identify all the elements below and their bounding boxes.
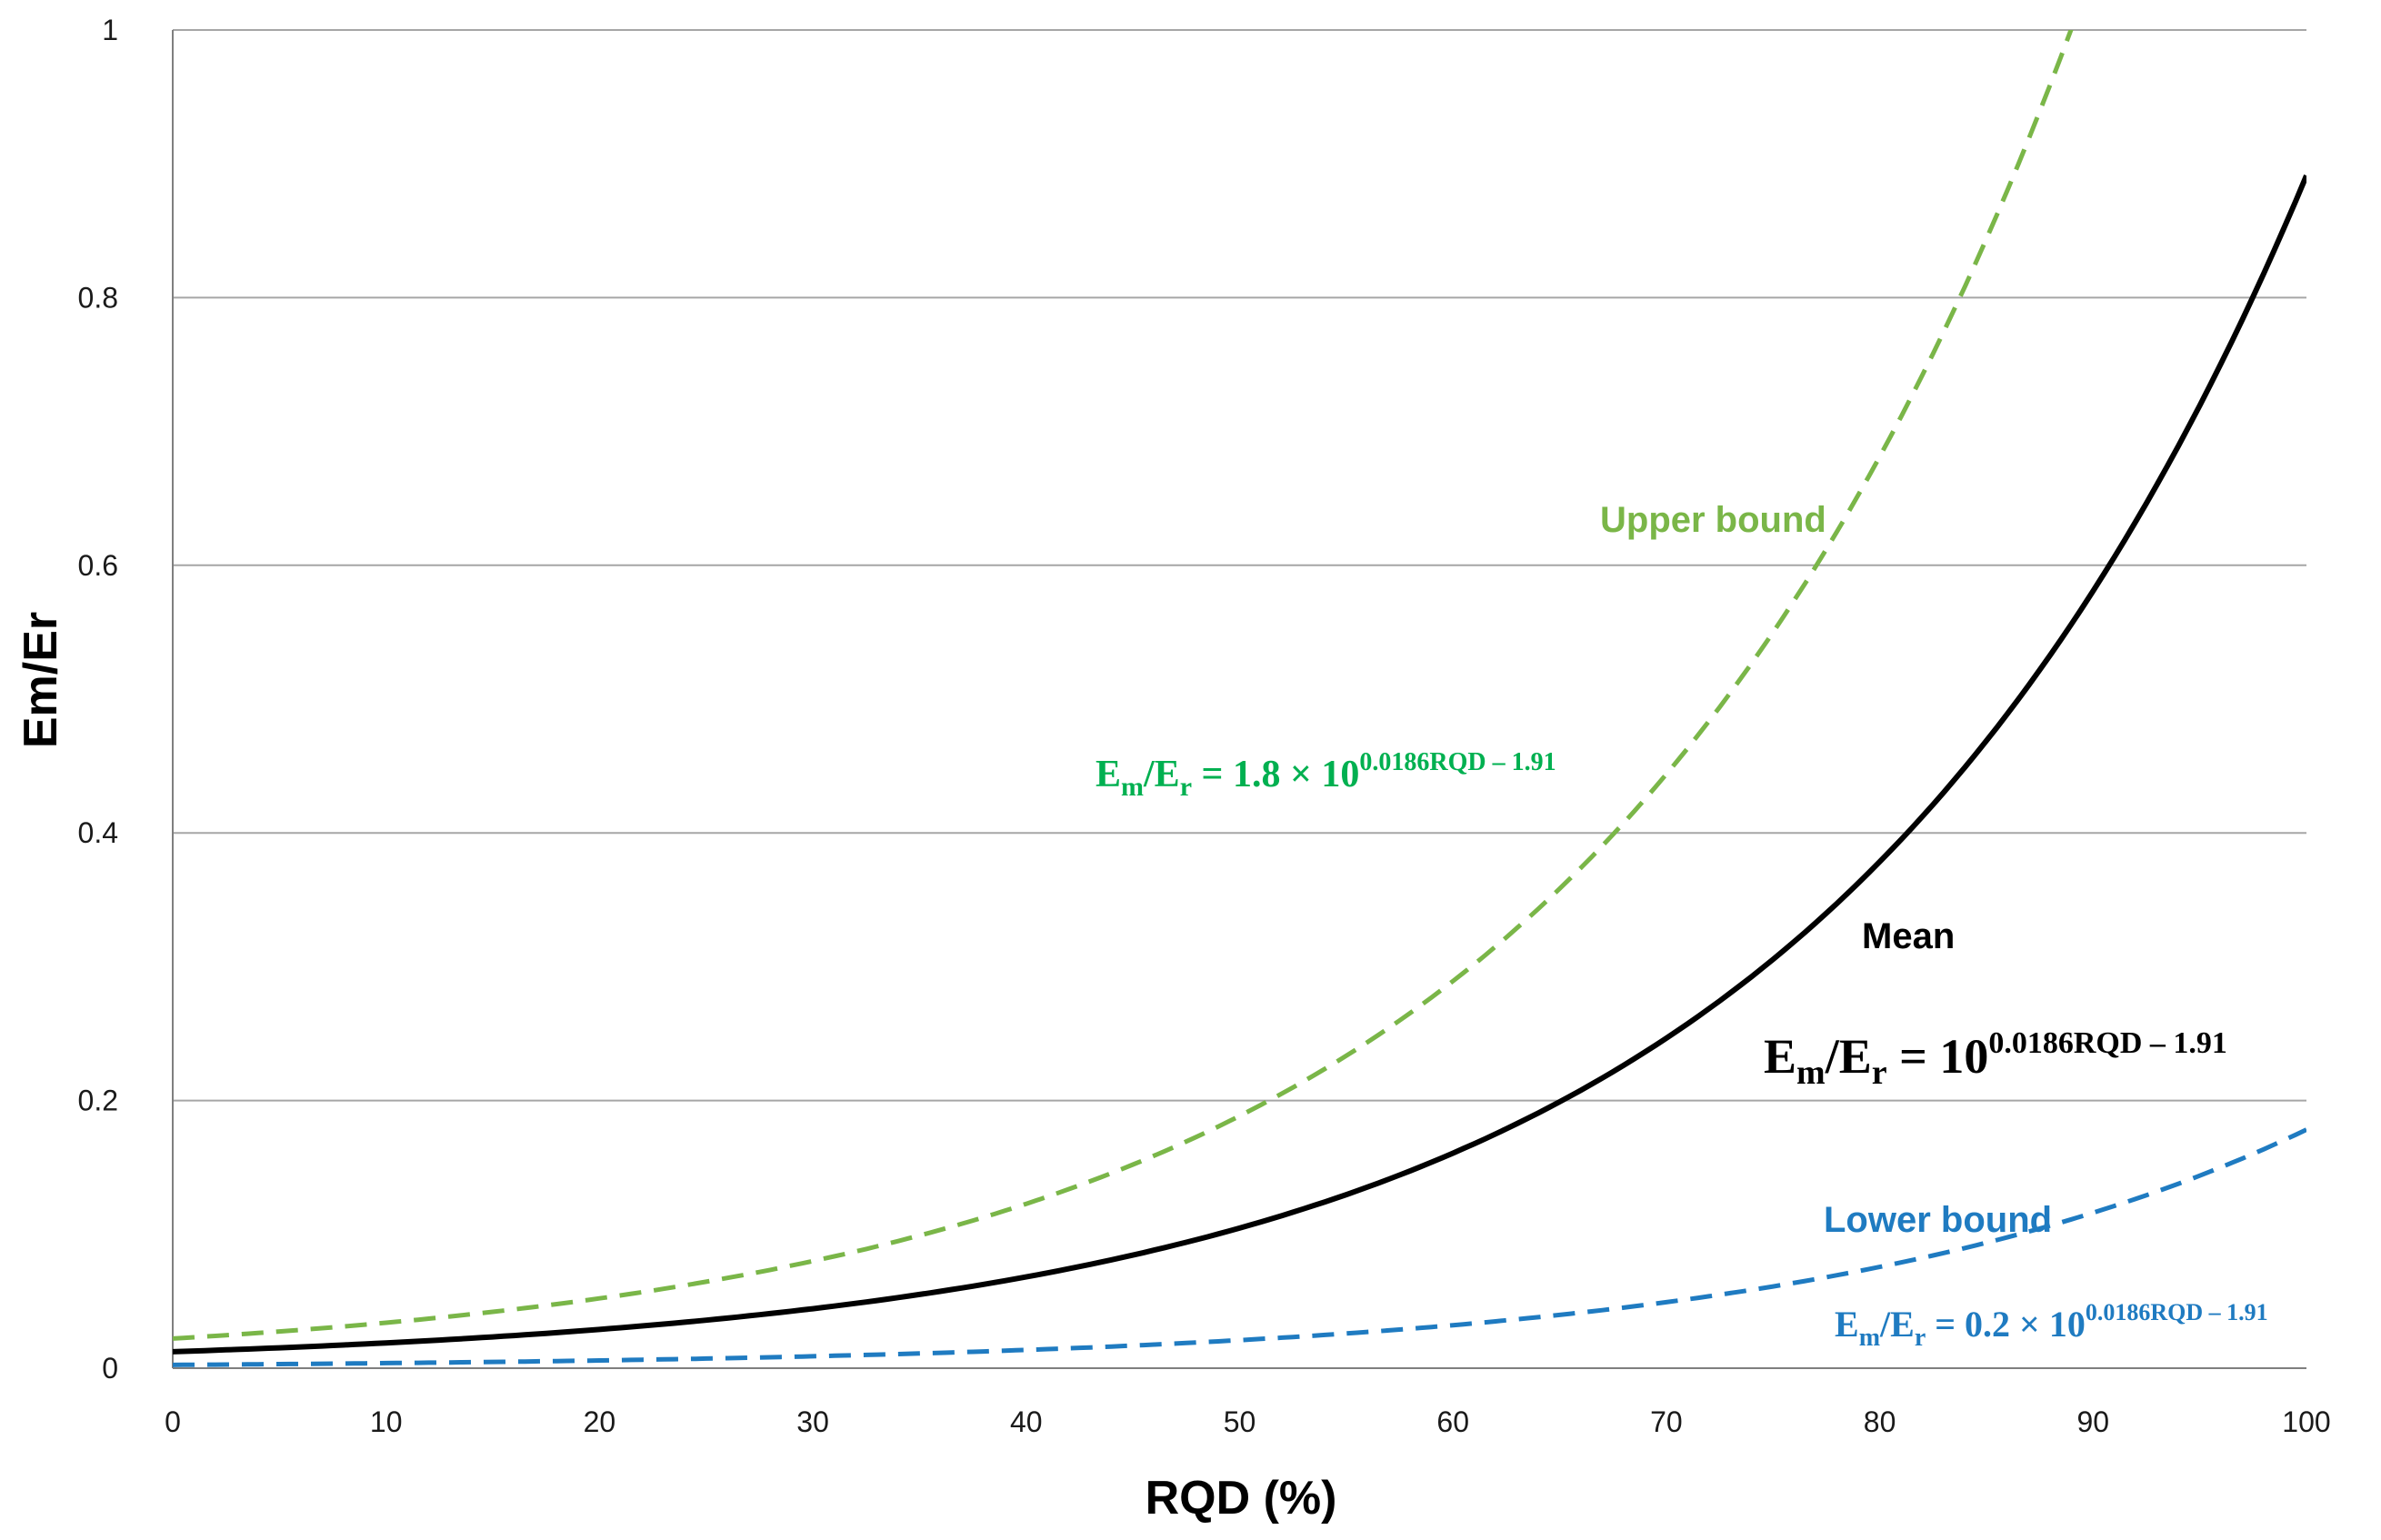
- lower-bound-equation: Em/Er = 0.2 × 100.0186RQD – 1.91: [1835, 1299, 2268, 1352]
- series-line-mean: [173, 174, 2306, 1355]
- mean-label: Mean: [1862, 916, 1955, 956]
- x-tick-label: 80: [1864, 1405, 1896, 1438]
- y-tick-label: 0.6: [78, 549, 118, 582]
- x-tick-label: 70: [1650, 1405, 1683, 1438]
- y-tick-label: 0.4: [78, 816, 118, 849]
- upper-bound-equation: Em/Er = 1.8 × 100.0186RQD – 1.91: [1095, 748, 1556, 802]
- y-tick-label: 0: [102, 1352, 118, 1385]
- x-tick-labels: 0 10 20 30 40 50 60 70 80 90 100: [165, 1405, 2331, 1438]
- x-tick-label: 40: [1010, 1405, 1043, 1438]
- x-tick-label: 50: [1224, 1405, 1256, 1438]
- upper-bound-label: Upper bound: [1600, 500, 1826, 540]
- y-tick-labels: 0 0.2 0.4 0.6 0.8 1: [78, 14, 118, 1385]
- y-tick-label: 1: [102, 14, 118, 46]
- x-tick-label: 90: [2077, 1405, 2110, 1438]
- lower-bound-label: Lower bound: [1824, 1200, 2052, 1240]
- x-tick-label: 100: [2282, 1405, 2330, 1438]
- series-line-upper-bound: [173, 30, 2074, 1341]
- y-tick-label: 0.2: [78, 1085, 118, 1117]
- y-axis-title: Em/Er: [15, 612, 67, 748]
- x-tick-label: 60: [1436, 1405, 1469, 1438]
- x-tick-label: 0: [165, 1405, 181, 1438]
- x-tick-label: 30: [796, 1405, 829, 1438]
- mean-equation: Em/Er = 100.0186RQD – 1.91: [1764, 1026, 2227, 1092]
- series-line-lower-bound: [173, 1127, 2306, 1367]
- x-axis-title: RQD (%): [1145, 1472, 1337, 1525]
- y-tick-label: 0.8: [78, 281, 118, 314]
- gridlines: [173, 29, 2306, 1102]
- series-group: [173, 30, 2306, 1367]
- x-tick-label: 10: [370, 1405, 403, 1438]
- x-tick-label: 20: [584, 1405, 616, 1438]
